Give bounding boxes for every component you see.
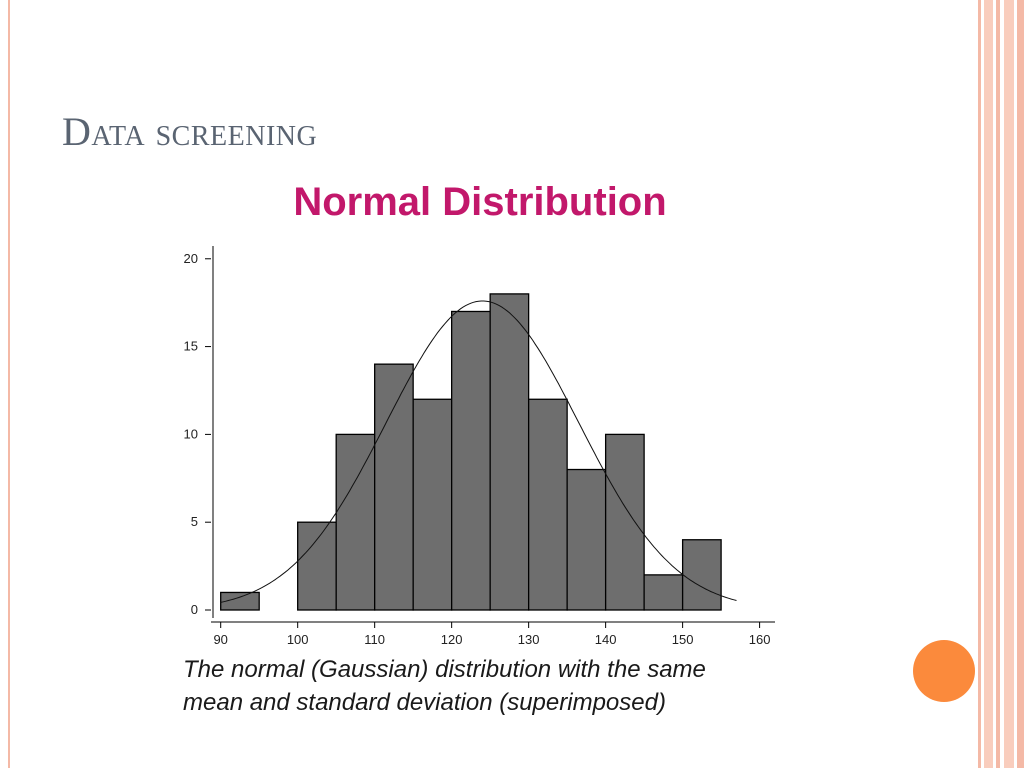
x-tick-label: 100 [287, 632, 309, 647]
curve-layer [220, 300, 737, 603]
histogram-bar [604, 433, 645, 611]
x-tick-label: 120 [441, 632, 463, 647]
x-tick-label: 90 [213, 632, 227, 647]
bars-layer [220, 293, 722, 611]
y-tick-label: 5 [191, 514, 198, 529]
axes-layer: 0 5 10 15 20 90 100 110 120 130 140 150 160 [184, 246, 775, 647]
normal-curve [220, 300, 737, 603]
x-tick-label: 160 [749, 632, 771, 647]
histogram-bar [374, 363, 414, 611]
histogram-bar [451, 310, 491, 611]
x-tick-label: 130 [518, 632, 540, 647]
decorative-stripes [974, 0, 1024, 768]
stripe [1017, 0, 1024, 768]
caption-line-2: mean and standard deviation (superimpose… [183, 689, 666, 716]
histogram-bar [681, 539, 722, 611]
histogram-bar [489, 293, 530, 611]
stripe [1004, 0, 1014, 768]
slide-title: Data screening [62, 109, 318, 154]
stripe [978, 0, 981, 768]
x-tick-label: 110 [364, 632, 385, 647]
chart-title: Normal Distribution [293, 180, 667, 224]
histogram-bar [527, 398, 568, 611]
histogram-bar [566, 468, 607, 611]
figure-caption: The normal (Gaussian) distribution with … [183, 653, 823, 719]
y-tick-label: 20 [184, 251, 198, 266]
caption-line-1: The normal (Gaussian) distribution with … [183, 656, 706, 683]
left-border-line [8, 0, 10, 768]
histogram-bar [297, 521, 337, 611]
x-tick-label: 150 [672, 632, 694, 647]
histogram-bar [643, 574, 684, 611]
stripe [996, 0, 1000, 768]
x-tick-label: 140 [595, 632, 617, 647]
histogram-bar [412, 398, 453, 611]
histogram-bar [220, 591, 260, 611]
stripe [984, 0, 993, 768]
orange-circle [913, 640, 975, 702]
histogram-bar [335, 433, 376, 611]
y-tick-label: 0 [191, 602, 198, 617]
y-tick-label: 10 [184, 426, 198, 441]
y-tick-label: 15 [184, 339, 198, 354]
